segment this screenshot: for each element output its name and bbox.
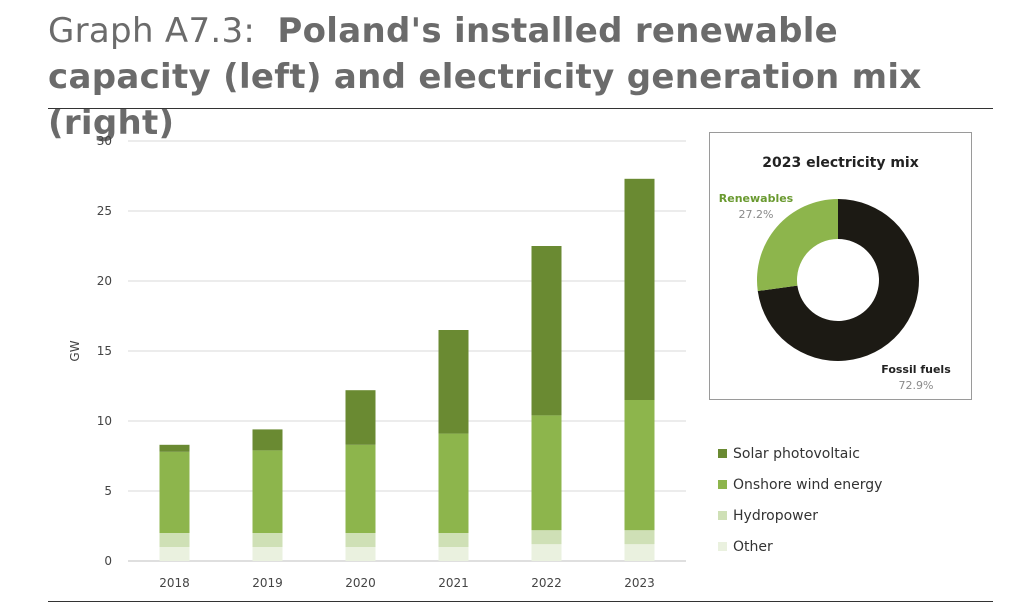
bar-segment-other bbox=[531, 544, 562, 561]
bar-segment-other bbox=[624, 544, 655, 561]
bar-segment-solar bbox=[531, 246, 562, 416]
bar-segment-wind bbox=[159, 451, 190, 533]
title-prefix: Graph A7.3: bbox=[48, 11, 256, 51]
bar-segment-wind bbox=[624, 400, 655, 531]
bottom-rule bbox=[48, 601, 993, 602]
legend-item: Onshore wind energy bbox=[718, 469, 882, 500]
legend-label: Other bbox=[733, 538, 773, 555]
bar-segment-wind bbox=[252, 450, 283, 533]
bar-segment-hydro bbox=[531, 530, 562, 545]
donut-chart: Renewables 27.2% Fossil fuels 72.9% bbox=[719, 192, 951, 392]
legend-item: Other bbox=[718, 531, 882, 562]
donut-title: 2023 electricity mix bbox=[762, 155, 919, 171]
y-tick-label: 5 bbox=[104, 484, 112, 498]
x-tick-label: 2020 bbox=[345, 576, 376, 590]
y-tick-label: 30 bbox=[97, 134, 112, 148]
y-tick-label: 25 bbox=[97, 204, 112, 218]
bar-segment-solar bbox=[345, 390, 376, 445]
y-axis-label: GW bbox=[68, 340, 82, 361]
bar-segment-other bbox=[252, 547, 283, 561]
renewables-label: Renewables bbox=[719, 192, 794, 205]
electricity-mix-panel: 2023 electricity mix Renewables 27.2% Foss… bbox=[709, 132, 972, 400]
bar-segment-hydro bbox=[159, 533, 190, 547]
bar-segment-other bbox=[438, 547, 469, 561]
y-tick-label: 0 bbox=[104, 554, 112, 568]
bar-segment-hydro bbox=[624, 530, 655, 545]
legend-item: Hydropower bbox=[718, 500, 882, 531]
legend-swatch bbox=[718, 542, 727, 551]
bar-segment-hydro bbox=[252, 533, 283, 547]
legend-swatch bbox=[718, 511, 727, 520]
fossil-value: 72.9% bbox=[899, 379, 934, 392]
bar-segment-wind bbox=[531, 415, 562, 531]
bar-segment-solar bbox=[159, 444, 190, 452]
bar-segment-solar bbox=[252, 429, 283, 451]
fossil-label: Fossil fuels bbox=[881, 363, 951, 376]
bar-segment-hydro bbox=[345, 533, 376, 547]
legend-swatch bbox=[718, 480, 727, 489]
x-tick-label: 2019 bbox=[252, 576, 283, 590]
bar-segment-solar bbox=[624, 178, 655, 400]
bar-segment-wind bbox=[438, 433, 469, 533]
bar-segment-other bbox=[159, 547, 190, 561]
x-tick-label: 2021 bbox=[438, 576, 469, 590]
bar-segment-wind bbox=[345, 444, 376, 533]
donut-slice-renewables bbox=[757, 199, 838, 292]
bar-segment-solar bbox=[438, 330, 469, 434]
top-rule bbox=[48, 108, 993, 109]
legend-label: Onshore wind energy bbox=[733, 476, 883, 493]
title-text: Poland's installed renewable capacity (l… bbox=[48, 11, 922, 143]
legend-item: Solar photovoltaic bbox=[718, 438, 882, 469]
legend-swatch bbox=[718, 449, 727, 458]
chart-title: Graph A7.3: Poland's installed renewable… bbox=[48, 8, 998, 146]
x-tick-label: 2023 bbox=[624, 576, 655, 590]
x-tick-label: 2022 bbox=[531, 576, 562, 590]
legend-label: Hydropower bbox=[733, 507, 818, 524]
legend-label: Solar photovoltaic bbox=[733, 445, 860, 462]
y-tick-label: 15 bbox=[97, 344, 112, 358]
bar-segment-hydro bbox=[438, 533, 469, 547]
bar-segment-other bbox=[345, 547, 376, 561]
y-tick-label: 10 bbox=[97, 414, 112, 428]
x-tick-label: 2018 bbox=[159, 576, 190, 590]
chart-legend: Solar photovoltaic Onshore wind energy Hyd… bbox=[718, 438, 882, 562]
renewables-value: 27.2% bbox=[739, 208, 774, 221]
y-tick-label: 20 bbox=[97, 274, 112, 288]
donut-slice-fossil bbox=[757, 199, 919, 361]
